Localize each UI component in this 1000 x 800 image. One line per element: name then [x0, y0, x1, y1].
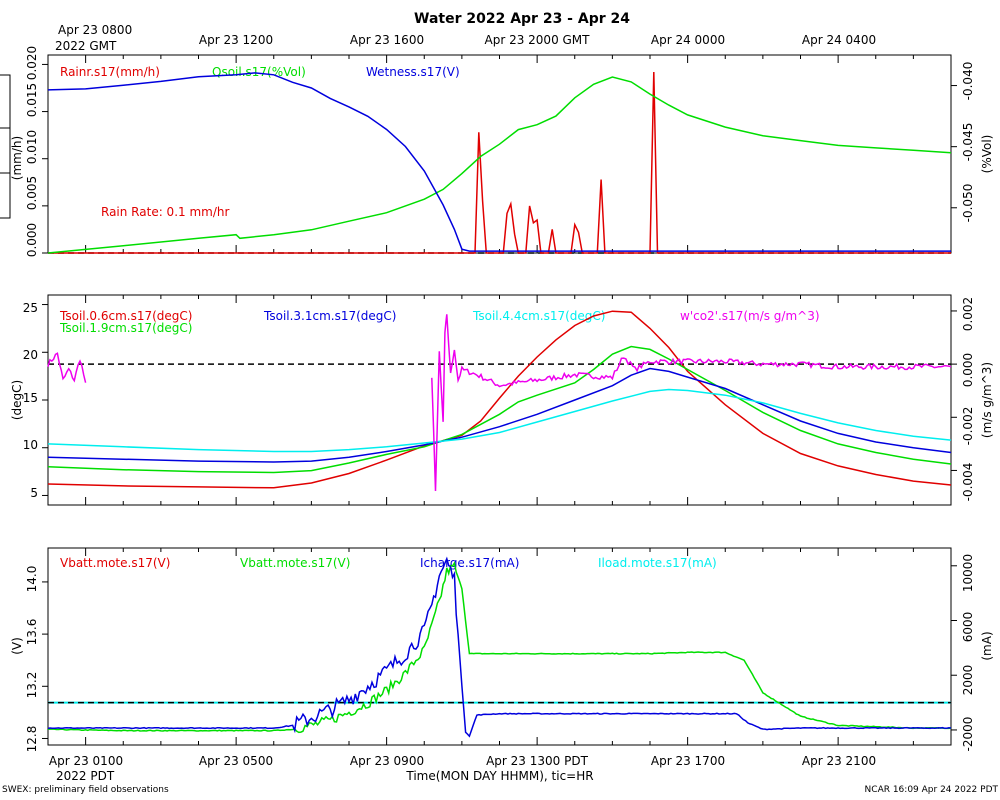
- legend-wco2: w'co2'.s17(m/s g/m^3): [680, 309, 820, 323]
- temp-right-tick: 0.002: [961, 297, 975, 331]
- series-line-tsoil-3-1cm-s17-degc-: [47, 367, 952, 463]
- series-line-rainr-s17-mm-h-: [48, 71, 951, 254]
- legend-tsoil-0-6cm: Tsoil.0.6cm.s17(degC): [59, 309, 193, 323]
- water-left-axis-label: (mm/h): [10, 136, 24, 180]
- gmt-tick-label: Apr 24 0000: [651, 33, 725, 47]
- temp-right-axis-label: (m/s g/m^3): [980, 362, 994, 438]
- water-right-axis-label: (%Vol): [980, 135, 994, 174]
- water-left-tick: 0.000: [25, 223, 39, 257]
- temp-left-tick: 15: [23, 391, 38, 405]
- power-left-tick: 13.6: [25, 619, 39, 646]
- water-left-tick: 0.010: [25, 130, 39, 164]
- temp-right-tick: 0.000: [961, 353, 975, 387]
- pdt-tick-label: Apr 23 0900: [350, 754, 424, 768]
- temp-left-tick: 10: [23, 438, 38, 452]
- legend-tsoil-4-4cm: Tsoil.4.4cm.s17(degC): [472, 309, 606, 323]
- legend-qsoil: Qsoil.s17(%Vol): [212, 65, 306, 79]
- series-line-tsoil-0-6cm-s17-degc-: [47, 310, 952, 489]
- pdt-tick-label: Apr 23 0100: [49, 754, 123, 768]
- gmt-first-label-line2: 2022 GMT: [55, 39, 117, 53]
- power-left-tick: 14.0: [25, 566, 39, 593]
- power-right-tick: -2000: [961, 717, 975, 752]
- legend-rainr: Rainr.s17(mm/h): [60, 65, 160, 79]
- pdt-tick-label: Apr 23 1300 PDT: [486, 754, 588, 768]
- footer-left: SWEX: preliminary field observations: [2, 785, 169, 795]
- series-line-vbatt-mote-s17-v-: [47, 561, 952, 734]
- legend-tsoil-3-1cm: Tsoil.3.1cm.s17(degC): [263, 309, 397, 323]
- legend-wetness: Wetness.s17(V): [366, 65, 460, 79]
- power-right-tick: 6000: [961, 612, 975, 643]
- water-left-tick: 0.020: [25, 46, 39, 80]
- rain-rate-annotation: Rain Rate: 0.1 mm/hr: [101, 205, 229, 219]
- data-series: [47, 71, 952, 738]
- gmt-tick-label: Apr 23 1200: [199, 33, 273, 47]
- pdt-tick-label: Apr 23 1700: [651, 754, 725, 768]
- legend-vbatt-green: Vbatt.mote.s17(V): [240, 556, 350, 570]
- water-left-tick: 0.005: [25, 176, 39, 210]
- temp-right-tick: -0.004: [961, 463, 975, 502]
- cropped-legend-box: [0, 74, 11, 219]
- water-right-tick: -0.050: [961, 184, 975, 223]
- gmt-first-label-line1: Apr 23 0800: [58, 23, 132, 37]
- temp-left-axis-label: (degC): [10, 380, 24, 420]
- pdt-year-label: 2022 PDT: [56, 769, 115, 783]
- water-left-tick: 0.015: [25, 83, 39, 117]
- series-line-tsoil-1-9cm-s17-degc-: [47, 345, 952, 474]
- axis-ticks: [42, 55, 957, 745]
- pdt-tick-label: Apr 23 2100: [802, 754, 876, 768]
- temp-right-tick: -0.002: [961, 407, 975, 446]
- series-line-wetness-s17-v-: [47, 72, 951, 252]
- temp-left-tick: 20: [23, 348, 38, 362]
- power-panel-frame: [47, 547, 952, 746]
- power-left-axis-label: (V): [10, 637, 24, 655]
- gmt-tick-label: Apr 23 1600: [350, 33, 424, 47]
- power-right-tick: 2000: [961, 665, 975, 696]
- water-panel-frame: [47, 54, 952, 254]
- gmt-tick-label: Apr 23 2000 GMT: [485, 33, 591, 47]
- power-right-axis-label: (mA): [980, 631, 994, 660]
- series-line-tsoil-4-4cm-s17-degc-: [47, 388, 952, 453]
- pdt-tick-label: Apr 23 0500: [199, 754, 273, 768]
- legend-vbatt-red: Vbatt.mote.s17(V): [60, 556, 170, 570]
- series-line-w-co2-s17-m-s-g-m-3-: [47, 352, 87, 383]
- temp-left-tick: 5: [30, 486, 38, 500]
- x-axis-label: Time(MON DAY HHMM), tic=HR: [405, 769, 593, 783]
- series-line-w-co2-s17-m-s-g-m-3-: [431, 314, 952, 492]
- legend-icharge: Icharge.s17(mA): [420, 556, 519, 570]
- chart-title: Water 2022 Apr 23 - Apr 24: [414, 11, 630, 27]
- temp-left-tick: 25: [23, 301, 38, 315]
- power-right-tick: 10000: [961, 554, 975, 592]
- legend-iload: Iload.mote.s17(mA): [598, 556, 717, 570]
- gmt-tick-label: Apr 24 0400: [802, 33, 876, 47]
- series-line-icharge-s17-ma-: [47, 556, 952, 738]
- power-left-tick: 13.2: [25, 672, 39, 699]
- power-left-tick: 12.8: [25, 726, 39, 753]
- footer-right: NCAR 16:09 Apr 24 2022 PDT: [865, 785, 999, 795]
- water-right-tick: -0.040: [961, 62, 975, 101]
- series-line-qsoil-s17-vol-: [47, 76, 952, 254]
- water-right-tick: -0.045: [961, 123, 975, 162]
- legend-tsoil-1-9cm: Tsoil.1.9cm.s17(degC): [59, 321, 193, 335]
